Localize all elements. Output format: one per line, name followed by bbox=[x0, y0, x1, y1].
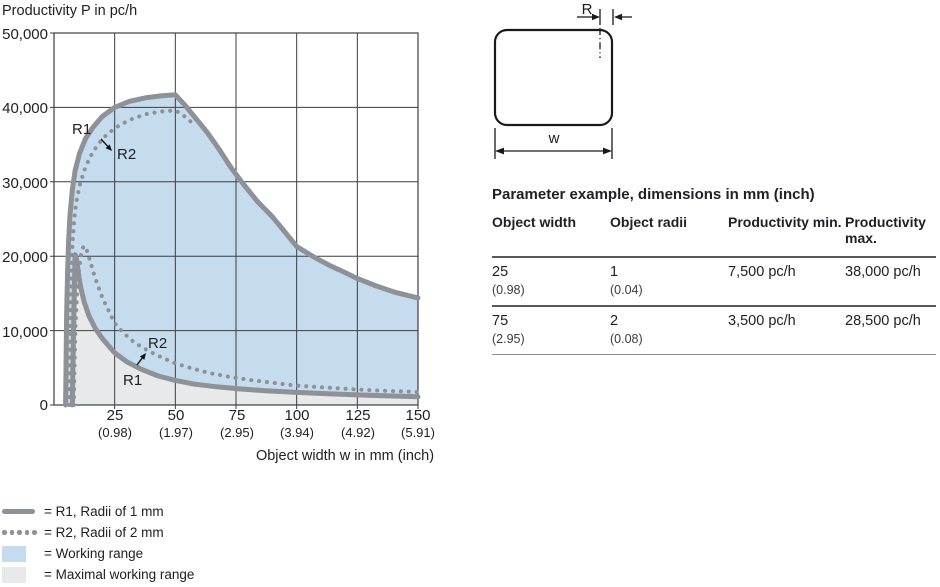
legend-item-r2: = R2, Radii of 2 mm bbox=[2, 522, 194, 543]
r2-lower-label: R2 bbox=[148, 335, 167, 352]
working-range-area bbox=[65, 94, 418, 406]
max-working-range-swatch bbox=[2, 566, 44, 583]
x-axis-label: Object width w in mm (inch) bbox=[255, 448, 435, 464]
cell-object-radii: 2 (0.08) bbox=[610, 313, 643, 347]
legend-item-r1: = R1, Radii of 1 mm bbox=[2, 501, 194, 522]
cell-object-radii: 1 (0.04) bbox=[610, 264, 643, 298]
r2-upper-label-arrow bbox=[100, 138, 109, 147]
x-tick-label: 100 (3.94) bbox=[280, 407, 314, 440]
object-dimension-diagram: R w bbox=[493, 1, 632, 159]
column-header-object-width: Object width bbox=[492, 214, 576, 230]
productivity-chart: R1 R2 R2 R1 bbox=[50, 32, 421, 409]
r1-upper-curve bbox=[63, 92, 421, 408]
r2-lower-curve bbox=[71, 241, 420, 407]
cell-object-width: 75 (2.95) bbox=[492, 313, 525, 347]
r2-lower-label-arrowhead bbox=[139, 353, 146, 360]
legend-label: = Working range bbox=[44, 546, 144, 561]
r1-lower-curve bbox=[69, 252, 421, 408]
chart-legend: = R1, Radii of 1 mm = R2, Radii of 2 mm … bbox=[2, 501, 194, 585]
width-dimension-label: w bbox=[548, 130, 560, 147]
legend-item-working-range: = Working range bbox=[2, 543, 194, 564]
column-header-productivity-min: Productivity min. bbox=[728, 214, 842, 230]
r2-upper-curve bbox=[67, 108, 197, 407]
y-tick-label: 20,000 bbox=[2, 249, 48, 266]
y-tick-label: 10,000 bbox=[2, 324, 48, 341]
working-range-swatch bbox=[2, 545, 44, 562]
cell-object-width: 25 (0.98) bbox=[492, 264, 525, 298]
dotted-line-swatch bbox=[2, 530, 44, 535]
column-header-productivity-max: Productivity max. bbox=[845, 214, 926, 246]
width-arrowhead bbox=[495, 147, 504, 155]
x-tick-label: 125 (4.92) bbox=[341, 407, 375, 440]
column-header-object-radii: Object radii bbox=[610, 214, 688, 230]
cell-productivity-max: 38,000 pc/h bbox=[845, 264, 921, 281]
legend-label: = Maximal working range bbox=[44, 567, 195, 582]
y-tick-label: 0 bbox=[39, 397, 48, 414]
rounded-object-outline bbox=[493, 28, 614, 127]
table-row: 25 (0.98) 1 (0.04) 7,500 pc/h 38,000 pc/… bbox=[492, 258, 936, 308]
r1-upper-label: R1 bbox=[72, 121, 91, 138]
legend-label: = R2, Radii of 2 mm bbox=[44, 525, 164, 540]
r2-upper-label-arrowhead bbox=[105, 144, 112, 151]
cell-productivity-max: 28,500 pc/h bbox=[845, 313, 921, 330]
y-tick-label: 50,000 bbox=[2, 26, 48, 43]
y-tick-label: 40,000 bbox=[2, 100, 48, 117]
legend-item-max-working-range: = Maximal working range bbox=[2, 564, 194, 585]
cell-productivity-min: 3,500 pc/h bbox=[728, 313, 796, 330]
solid-line-swatch bbox=[2, 509, 44, 514]
radius-arrowhead bbox=[614, 13, 622, 21]
table-title: Parameter example, dimensions in mm (inc… bbox=[492, 186, 815, 203]
legend-label: = R1, Radii of 1 mm bbox=[44, 504, 164, 519]
chart-title: Productivity P in pc/h bbox=[2, 3, 138, 19]
r2-upper-label: R2 bbox=[117, 146, 136, 163]
width-arrowhead bbox=[603, 147, 612, 155]
radius-dimension-label: R bbox=[582, 1, 593, 18]
y-tick-label: 30,000 bbox=[2, 175, 48, 192]
x-tick-label: 150 (5.91) bbox=[401, 407, 435, 440]
plot-border bbox=[53, 32, 419, 406]
radius-arrowhead bbox=[592, 13, 600, 21]
cell-productivity-min: 7,500 pc/h bbox=[728, 264, 796, 281]
x-tick-label: 75 (2.95) bbox=[220, 407, 254, 440]
table-header-row: Object width Object radii Productivity m… bbox=[492, 214, 936, 259]
x-tick-label: 50 (1.97) bbox=[159, 407, 193, 440]
table-row: 75 (2.95) 2 (0.08) 3,500 pc/h 28,500 pc/… bbox=[492, 307, 936, 356]
x-tick-label: 25 (0.98) bbox=[98, 407, 132, 440]
r1-lower-label: R1 bbox=[123, 372, 142, 389]
max-working-range-area bbox=[72, 254, 419, 405]
r2-lower-label-arrow bbox=[136, 357, 143, 366]
parameter-table: Parameter example, dimensions in mm (inc… bbox=[492, 186, 936, 356]
